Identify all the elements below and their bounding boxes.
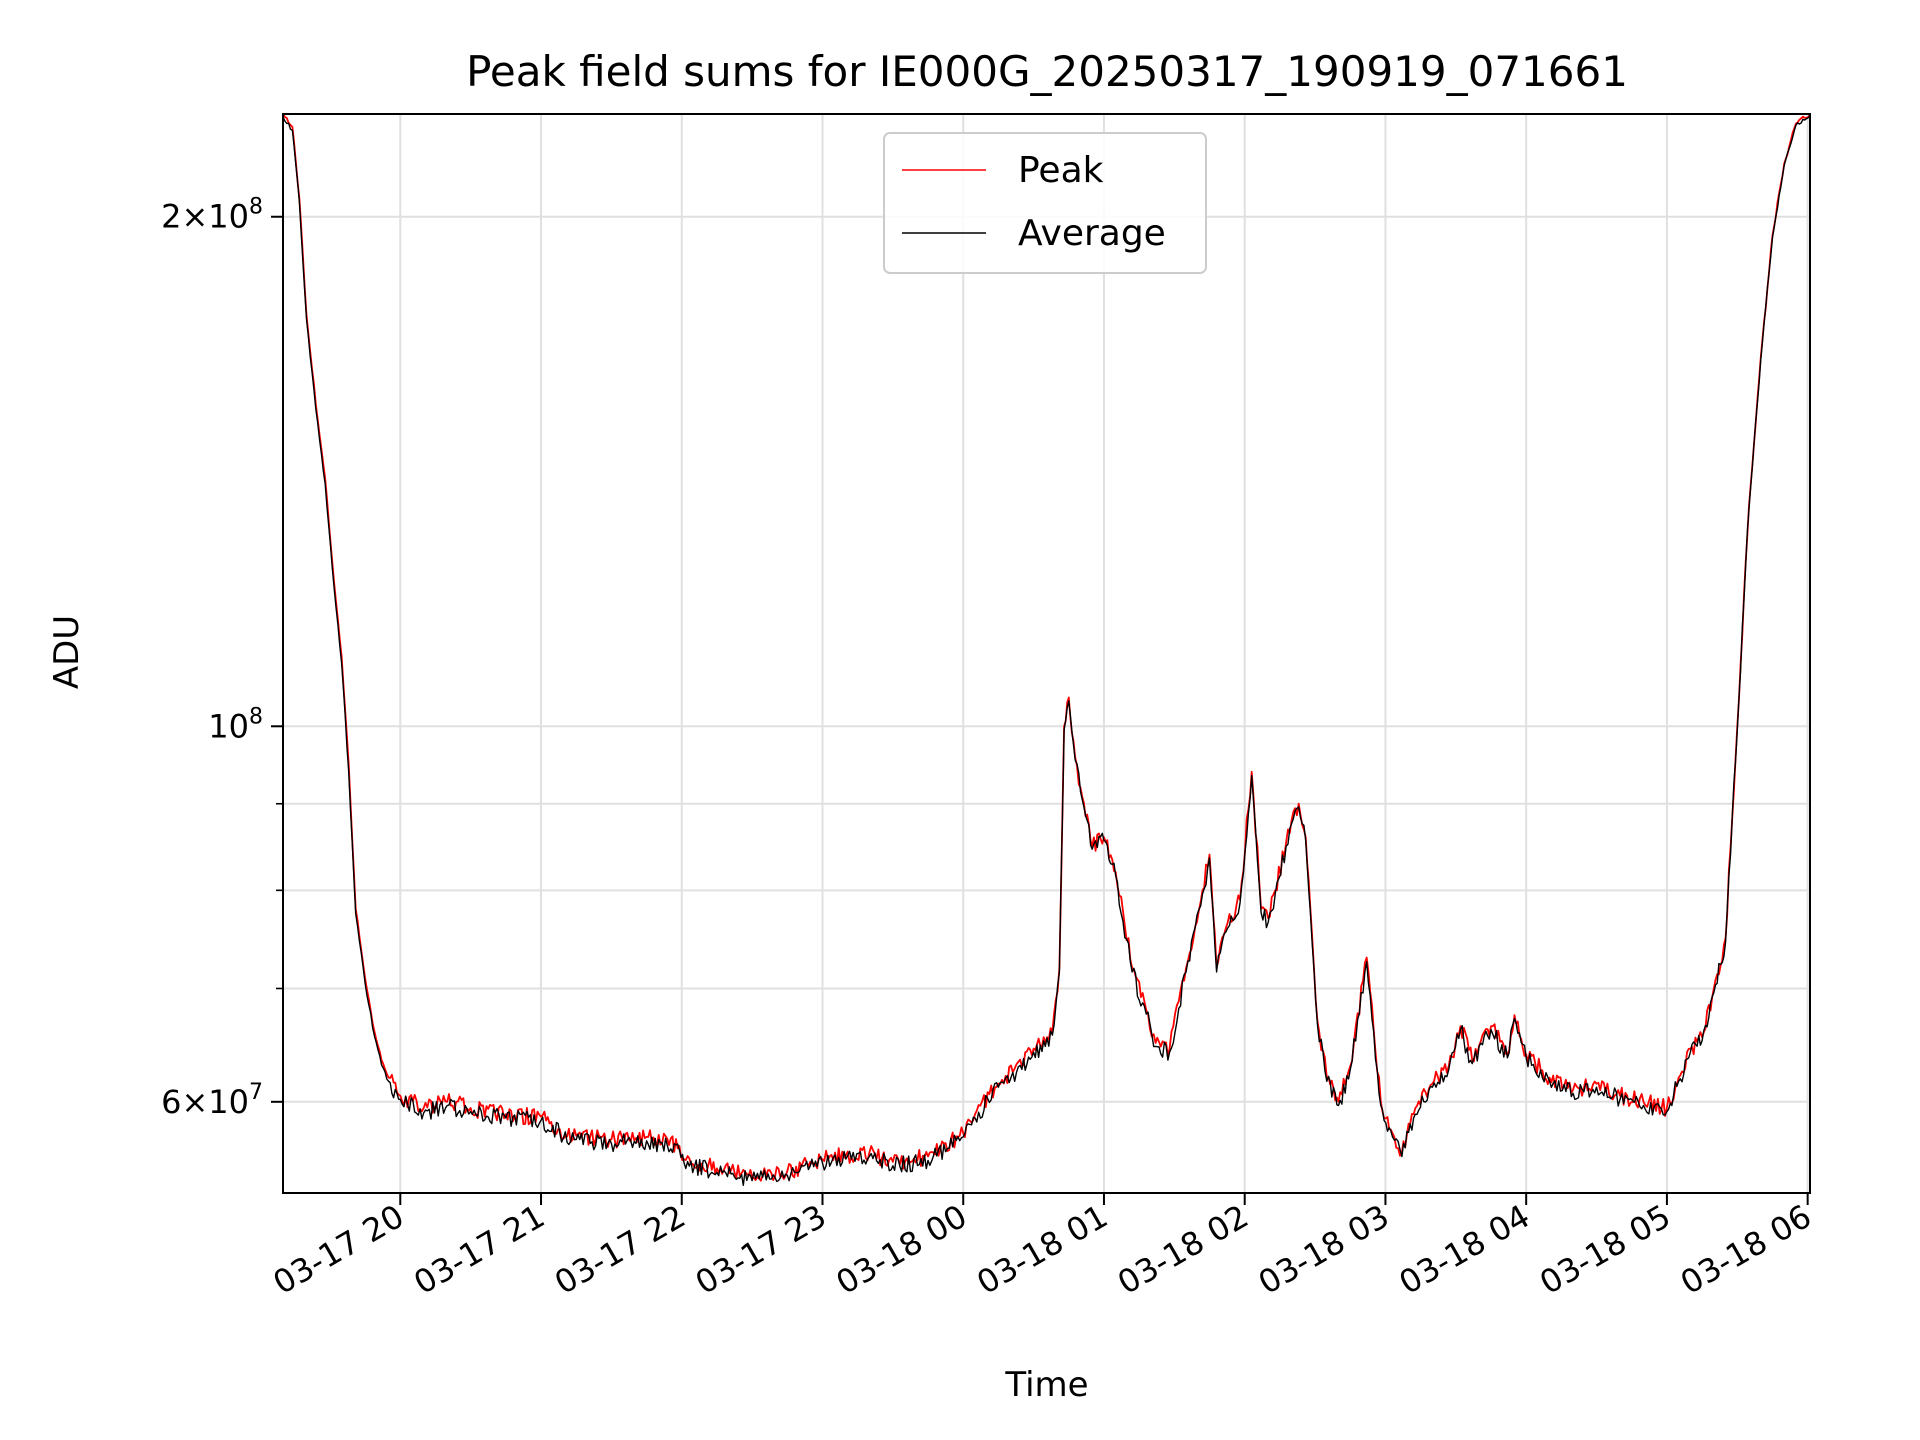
series-line-average — [282, 115, 1811, 1186]
legend-frame — [883, 132, 1207, 274]
x-axis-title: Time — [1004, 1365, 1088, 1405]
legend-label-peak: Peak — [1018, 150, 1104, 191]
y-tick-exponent: 8 — [249, 195, 263, 220]
y-tick-base: 10 — [208, 1083, 249, 1121]
series-group — [282, 113, 1811, 1186]
y-tick-mantissa: 6 — [161, 1083, 181, 1121]
y-tick-mantissa: 2 — [161, 198, 181, 236]
y-tick-base: 10 — [208, 198, 249, 236]
y-tick-label: 2×108 — [161, 195, 263, 236]
plot-frame — [282, 113, 1811, 1194]
y-tick-exponent: 8 — [249, 704, 263, 729]
y-axis-title: ADU — [47, 615, 87, 689]
grid — [283, 114, 1810, 1193]
legend-label-average: Average — [1018, 213, 1166, 254]
y-tick-base: 10 — [208, 707, 249, 745]
y-tick-exponent: 7 — [249, 1080, 263, 1105]
series-line-peak — [282, 113, 1811, 1182]
legend: Peak Average — [883, 132, 1207, 274]
y-tick-times: × — [181, 198, 208, 236]
y-tick-label: 108 — [208, 704, 263, 745]
y-tick-times: × — [181, 1083, 208, 1121]
y-tick-label: 6×107 — [161, 1080, 263, 1121]
chart-title: Peak field sums for IE000G_20250317_1909… — [466, 47, 1628, 96]
